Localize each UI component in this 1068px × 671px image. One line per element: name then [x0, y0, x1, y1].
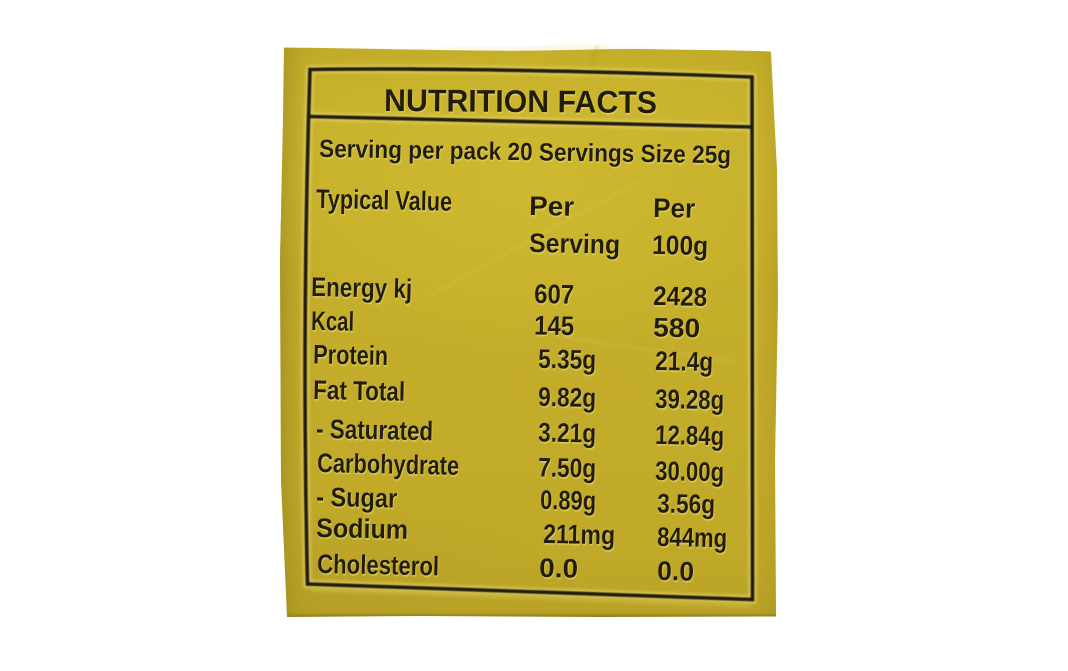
- svg-text:0.0: 0.0: [657, 556, 695, 587]
- svg-text:0.89g: 0.89g: [540, 485, 597, 516]
- svg-text:7.50g: 7.50g: [538, 453, 597, 484]
- svg-text:Per: Per: [653, 193, 696, 224]
- svg-text:NUTRITION FACTS: NUTRITION FACTS: [384, 82, 657, 120]
- svg-text:30.00g: 30.00g: [655, 456, 725, 487]
- svg-text:145: 145: [534, 311, 575, 342]
- svg-text:2428: 2428: [653, 281, 708, 312]
- svg-text:0.0: 0.0: [539, 553, 579, 584]
- svg-text:607: 607: [534, 279, 575, 310]
- svg-text:Energy kj: Energy kj: [311, 272, 413, 304]
- svg-text:Protein: Protein: [313, 340, 389, 372]
- svg-text:- Sugar: - Sugar: [316, 482, 398, 514]
- svg-text:21.4g: 21.4g: [655, 346, 714, 377]
- svg-text:Typical Value: Typical Value: [316, 184, 453, 217]
- svg-text:5.35g: 5.35g: [538, 344, 597, 375]
- svg-text:12.84g: 12.84g: [655, 420, 725, 451]
- svg-text:211mg: 211mg: [543, 519, 616, 551]
- svg-text:Kcal: Kcal: [311, 306, 355, 337]
- svg-text:Sodium: Sodium: [316, 513, 409, 545]
- svg-text:Cholesterol: Cholesterol: [317, 549, 440, 582]
- svg-text:Serving per pack 20 Servings S: Serving per pack 20 Servings Size 25g: [319, 135, 731, 169]
- svg-text:- Saturated: - Saturated: [316, 414, 434, 446]
- svg-text:39.28g: 39.28g: [655, 384, 725, 415]
- svg-text:3.56g: 3.56g: [657, 489, 716, 520]
- svg-text:9.82g: 9.82g: [538, 382, 597, 413]
- svg-text:580: 580: [653, 313, 701, 344]
- svg-text:844mg: 844mg: [657, 522, 728, 553]
- svg-text:Fat Total: Fat Total: [313, 375, 406, 407]
- svg-text:Serving: Serving: [529, 228, 621, 260]
- svg-text:Per: Per: [529, 191, 575, 222]
- svg-text:Carbohydrate: Carbohydrate: [317, 448, 460, 481]
- svg-text:3.21g: 3.21g: [538, 418, 597, 449]
- svg-text:100g: 100g: [652, 230, 709, 261]
